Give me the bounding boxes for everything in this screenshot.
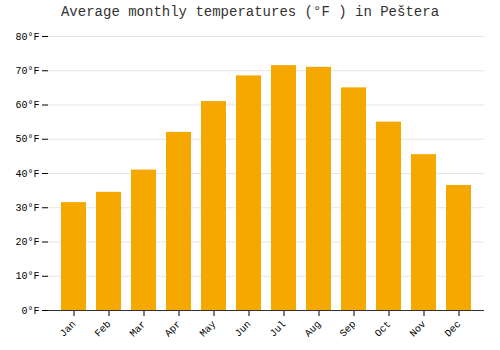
svg-text:40°F: 40°F [15,169,39,180]
svg-text:50°F: 50°F [15,134,39,145]
svg-text:Jun: Jun [233,319,254,340]
svg-text:Aug: Aug [303,319,324,340]
svg-text:70°F: 70°F [15,66,39,77]
svg-text:60°F: 60°F [15,100,39,111]
svg-text:Feb: Feb [93,319,114,340]
svg-text:Apr: Apr [163,319,184,340]
svg-text:Sep: Sep [338,319,359,340]
svg-text:80°F: 80°F [15,32,39,43]
svg-text:Dec: Dec [443,319,464,340]
svg-text:Mar: Mar [128,319,149,340]
svg-text:20°F: 20°F [15,237,39,248]
svg-text:Jan: Jan [58,319,79,340]
svg-text:Nov: Nov [408,319,429,340]
svg-text:10°F: 10°F [15,271,39,282]
svg-text:Jul: Jul [268,319,289,340]
svg-text:30°F: 30°F [15,203,39,214]
svg-text:Oct: Oct [373,319,394,340]
svg-text:0°F: 0°F [21,306,39,317]
svg-text:May: May [198,319,219,340]
html-text:Average monthly temperatures (: Average monthly temperatures (°F ) in Pe… [61,4,439,20]
